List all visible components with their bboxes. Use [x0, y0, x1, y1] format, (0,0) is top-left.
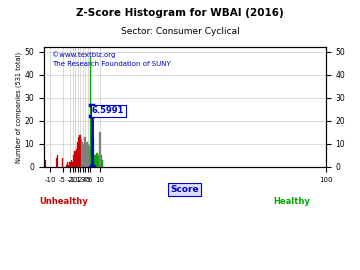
Text: Sector: Consumer Cyclical: Sector: Consumer Cyclical	[121, 27, 239, 36]
Bar	[67, 162, 68, 167]
Bar	[78, 137, 80, 167]
Bar	[57, 156, 58, 167]
Bar	[68, 165, 69, 167]
Bar	[69, 162, 71, 167]
Text: Score: Score	[170, 185, 199, 194]
Text: ©www.textbiz.org: ©www.textbiz.org	[52, 51, 116, 58]
Bar	[87, 142, 88, 167]
Bar	[86, 142, 87, 167]
Text: 6.5991: 6.5991	[92, 106, 124, 115]
Bar	[97, 153, 98, 167]
Text: Healthy: Healthy	[273, 197, 310, 206]
Text: Z-Score Histogram for WBAI (2016): Z-Score Histogram for WBAI (2016)	[76, 8, 284, 18]
Bar	[81, 139, 82, 167]
Bar	[83, 144, 85, 167]
Bar	[94, 156, 96, 167]
Bar	[99, 133, 101, 167]
Bar	[90, 146, 91, 167]
Text: The Research Foundation of SUNY: The Research Foundation of SUNY	[52, 60, 171, 66]
Bar	[71, 160, 72, 167]
Y-axis label: Number of companies (531 total): Number of companies (531 total)	[15, 52, 22, 163]
Bar	[92, 153, 93, 167]
Bar	[56, 158, 57, 167]
Bar	[101, 156, 102, 167]
Bar	[44, 160, 46, 167]
Bar	[98, 156, 99, 167]
Bar	[90, 57, 91, 167]
Bar	[75, 151, 76, 167]
Bar	[82, 142, 83, 167]
Bar	[88, 144, 90, 167]
Bar	[102, 160, 103, 167]
Text: Unhealthy: Unhealthy	[39, 197, 88, 206]
Bar	[96, 153, 97, 167]
Bar	[93, 137, 94, 167]
Bar	[91, 146, 92, 167]
Bar	[76, 148, 77, 167]
Bar	[73, 156, 75, 167]
Bar	[80, 135, 81, 167]
Bar	[62, 158, 63, 167]
Bar	[77, 142, 78, 167]
Bar	[85, 137, 86, 167]
Bar	[72, 162, 73, 167]
Bar	[66, 165, 67, 167]
